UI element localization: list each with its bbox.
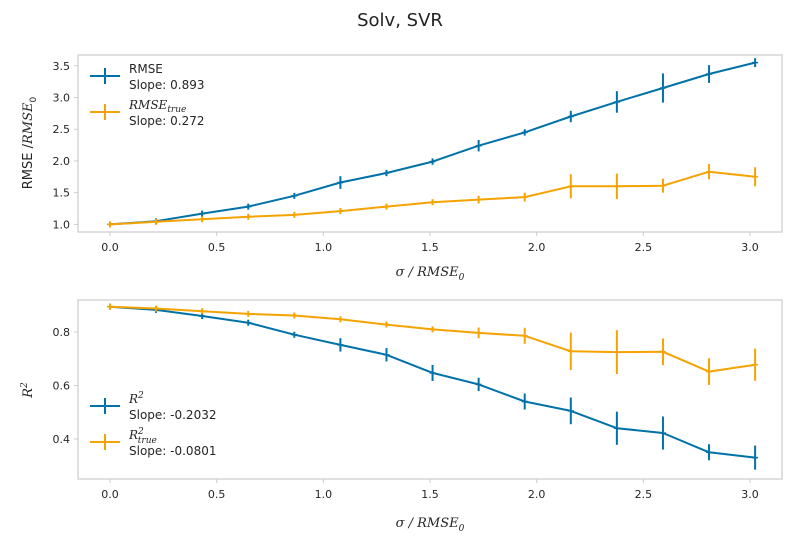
bottom-x-tick-label: 1.5 (421, 488, 439, 501)
legend-slope-label: Slope: -0.2032 (129, 408, 216, 422)
legend-series-label: RMSEtrue (128, 98, 186, 115)
top-axes: 0.0 0.5 1.0 1.5 2.0 2.5 3.0 1.0 1.5 2.0 2.5 3.0 3.5… (21, 54, 783, 283)
top-x-axis-label: σ / RMSE0 (396, 265, 465, 283)
bottom-y-axis-label: R2 (20, 382, 36, 399)
top-y-tick-label: 1.5 (53, 187, 71, 200)
bottom-x-tick-label: 1.0 (315, 488, 333, 501)
top-x-ticks: 0.0 0.5 1.0 1.5 2.0 2.5 3.0 (101, 232, 759, 254)
bottom-x-ticks: 0.0 0.5 1.0 1.5 2.0 2.5 3.0 (101, 479, 759, 501)
top-y-tick-label: 2.0 (53, 155, 71, 168)
top-x-tick-label: 0.0 (101, 241, 119, 254)
bottom-axes: 0.0 0.5 1.0 1.5 2.0 2.5 3.0 0.4 0.6 0.8 R2 σ / R… (20, 299, 783, 534)
bottom-x-tick-label: 2.0 (528, 488, 546, 501)
top-legend-item: RMSE Slope: 0.893 (90, 62, 205, 92)
top-x-tick-label: 2.0 (528, 241, 546, 254)
legend-series-label: RMSE (129, 62, 163, 76)
bottom-series-layer (107, 303, 759, 470)
bottom-series-orange (107, 303, 759, 385)
top-series-orange (107, 164, 759, 228)
bottom-x-axis-label: σ / RMSE0 (396, 516, 465, 534)
legend-series-label: R2 (128, 391, 144, 406)
top-x-tick-label: 3.0 (741, 241, 759, 254)
top-y-tick-label: 2.5 (53, 123, 71, 136)
top-y-axis-label: RMSE /RMSE0 (21, 97, 39, 190)
top-y-tick-label: 1.0 (53, 218, 71, 231)
legend-slope-label: Slope: -0.0801 (129, 444, 216, 458)
top-x-tick-label: 2.5 (635, 241, 653, 254)
bottom-y-tick-label: 0.8 (53, 326, 71, 339)
top-y-tick-label: 3.5 (53, 60, 71, 73)
top-x-tick-label: 0.5 (208, 241, 226, 254)
bottom-legend-item: R2 Slope: -0.2032 (90, 391, 216, 422)
bottom-y-tick-label: 0.6 (53, 379, 71, 392)
legend-slope-label: Slope: 0.272 (129, 114, 205, 128)
legend-slope-label: Slope: 0.893 (129, 78, 205, 92)
top-series-line (109, 170, 756, 226)
top-y-tick-label: 3.0 (53, 92, 71, 105)
top-y-ticks: 1.0 1.5 2.0 2.5 3.0 3.5 (53, 60, 78, 231)
top-x-tick-label: 1.0 (315, 241, 333, 254)
bottom-x-tick-label: 2.5 (635, 488, 653, 501)
bottom-y-tick-label: 0.4 (53, 433, 71, 446)
bottom-x-tick-label: 0.0 (101, 488, 119, 501)
bottom-x-tick-label: 0.5 (208, 488, 226, 501)
bottom-x-tick-label: 3.0 (741, 488, 759, 501)
top-x-tick-label: 1.5 (421, 241, 439, 254)
bottom-y-ticks: 0.4 0.6 0.8 (53, 326, 78, 446)
figure-title: Solv, SVR (357, 10, 443, 31)
top-series-layer (107, 58, 759, 228)
bottom-series-blue (107, 303, 759, 470)
